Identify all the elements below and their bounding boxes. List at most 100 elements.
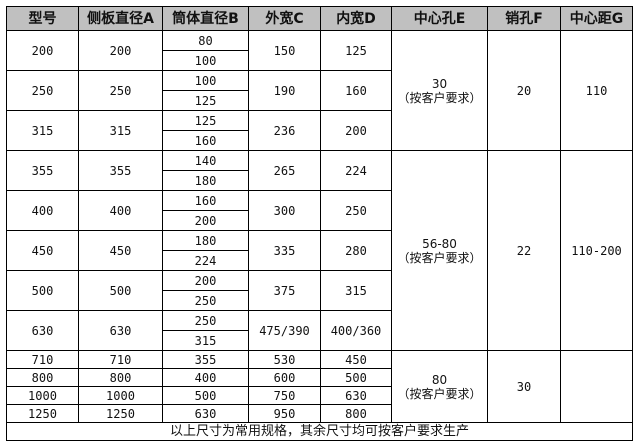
inner-width-cell: 224: [320, 150, 392, 191]
outer-width-cell: 950: [248, 404, 321, 423]
outer-width-cell: 265: [248, 150, 321, 191]
header-side-dia: 侧板直径A: [78, 6, 163, 31]
model-cell: 200: [6, 30, 79, 71]
drum-dia-cell: 200: [162, 210, 249, 231]
outer-width-cell: 190: [248, 70, 321, 111]
model-cell: 630: [6, 310, 79, 351]
inner-width-cell: 800: [320, 404, 392, 423]
outer-width-cell: 236: [248, 110, 321, 151]
inner-width-cell: 280: [320, 230, 392, 271]
drum-dia-cell: 160: [162, 130, 249, 151]
model-cell: 250: [6, 70, 79, 111]
center-distance-cell: 110-200: [560, 150, 633, 351]
header-pin-hole: 销孔F: [487, 6, 561, 31]
drum-dia-cell: 180: [162, 230, 249, 251]
inner-width-cell: 125: [320, 30, 392, 71]
center-distance-cell: 110: [560, 30, 633, 151]
drum-dia-cell: 80: [162, 30, 249, 51]
center-hole-value: 56-80: [422, 236, 457, 251]
inner-width-cell: 200: [320, 110, 392, 151]
drum-dia-cell: 140: [162, 150, 249, 171]
model-cell: 800: [6, 368, 79, 387]
table-row: 400 400 160 300 250: [6, 190, 633, 231]
drum-dia-cell: 100: [162, 50, 249, 71]
outer-width-cell: 300: [248, 190, 321, 231]
outer-width-cell: 475/390: [248, 310, 321, 351]
table-row: 200 200 80 150 125 30 （按客户要求） 20 110: [6, 30, 633, 151]
center-hole-note: （按客户要求）: [397, 386, 482, 401]
center-hole-cell: 80 （按客户要求）: [391, 350, 488, 423]
side-dia-cell: 355: [78, 150, 163, 191]
outer-width-cell: 375: [248, 270, 321, 311]
inner-width-cell: 500: [320, 368, 392, 387]
model-cell: 500: [6, 270, 79, 311]
pin-hole-cell: 22: [487, 150, 561, 351]
table-row: 224: [7, 250, 633, 271]
model-cell: 400: [6, 190, 79, 231]
table-row: 355 355 140 265 224 56-80 （按客户要求） 22 110-200: [6, 150, 633, 351]
drum-dia-cell: 250: [162, 310, 249, 331]
header-center-hole: 中心孔E: [391, 6, 488, 31]
outer-width-cell: 335: [248, 230, 321, 271]
pin-hole-cell: 30: [487, 350, 561, 423]
footer-note: 以上尺寸为常用规格，其余尺寸均可按客户要求生产: [6, 422, 633, 441]
drum-dia-cell: 125: [162, 110, 249, 131]
header-center-distance: 中心距G: [560, 6, 633, 31]
pin-hole-cell: 20: [487, 30, 561, 151]
center-hole-note: （按客户要求）: [397, 90, 482, 105]
table-row: 160: [7, 130, 633, 151]
spec-table: 型号 侧板直径A 筒体直径B 外宽C 内宽D 中心孔E 销孔F 中心距G 200…: [6, 6, 633, 441]
side-dia-cell: 1250: [78, 404, 163, 423]
center-hole-cell: 56-80 （按客户要求）: [391, 150, 488, 351]
drum-dia-cell: 315: [162, 330, 249, 351]
center-hole-value: 30: [431, 76, 448, 91]
drum-dia-cell: 100: [162, 70, 249, 91]
center-hole-note: （按客户要求）: [397, 250, 482, 265]
table-row: 450 450 180 335 280: [6, 230, 633, 271]
side-dia-cell: 500: [78, 270, 163, 311]
side-dia-cell: 315: [78, 110, 163, 151]
model-cell: 1250: [6, 404, 79, 423]
outer-width-cell: 530: [248, 350, 321, 369]
model-cell: 450: [6, 230, 79, 271]
center-hole-value: 80: [431, 372, 448, 387]
table-row: 200: [7, 210, 633, 231]
drum-dia-cell: 250: [162, 290, 249, 311]
drum-dia-cell: 160: [162, 190, 249, 211]
model-cell: 315: [6, 110, 79, 151]
inner-width-cell: 450: [320, 350, 392, 369]
table-row: 250 250 100 190 160: [6, 70, 633, 111]
side-dia-cell: 1000: [78, 386, 163, 405]
drum-dia-cell: 224: [162, 250, 249, 271]
drum-dia-cell: 400: [162, 368, 249, 387]
table-row: 710 710 355 530 450 80 （按客户要求） 30: [6, 350, 633, 423]
inner-width-cell: 160: [320, 70, 392, 111]
drum-dia-cell: 630: [162, 404, 249, 423]
model-cell: 355: [6, 150, 79, 191]
side-dia-cell: 200: [78, 30, 163, 71]
outer-width-cell: 600: [248, 368, 321, 387]
inner-width-cell: 630: [320, 386, 392, 405]
header-inner-width: 内宽D: [320, 6, 392, 31]
header-drum-dia: 筒体直径B: [162, 6, 249, 31]
drum-dia-cell: 200: [162, 270, 249, 291]
side-dia-cell: 800: [78, 368, 163, 387]
side-dia-cell: 450: [78, 230, 163, 271]
model-cell: 1000: [6, 386, 79, 405]
table-row: 1000 1000 500 750 630: [6, 386, 633, 405]
drum-dia-cell: 125: [162, 90, 249, 111]
drum-dia-cell: 355: [162, 350, 249, 369]
inner-width-cell: 400/360: [320, 310, 392, 351]
header-row: 型号 侧板直径A 筒体直径B 外宽C 内宽D 中心孔E 销孔F 中心距G: [6, 6, 633, 31]
header-outer-width: 外宽C: [248, 6, 321, 31]
header-model: 型号: [6, 6, 79, 31]
side-dia-cell: 250: [78, 70, 163, 111]
outer-width-cell: 150: [248, 30, 321, 71]
footer-row: 以上尺寸为常用规格，其余尺寸均可按客户要求生产: [6, 422, 633, 441]
outer-width-cell: 750: [248, 386, 321, 405]
inner-width-cell: 315: [320, 270, 392, 311]
model-cell: 710: [6, 350, 79, 369]
side-dia-cell: 630: [78, 310, 163, 351]
drum-dia-cell: 180: [162, 170, 249, 191]
table-row: 125: [7, 90, 633, 111]
